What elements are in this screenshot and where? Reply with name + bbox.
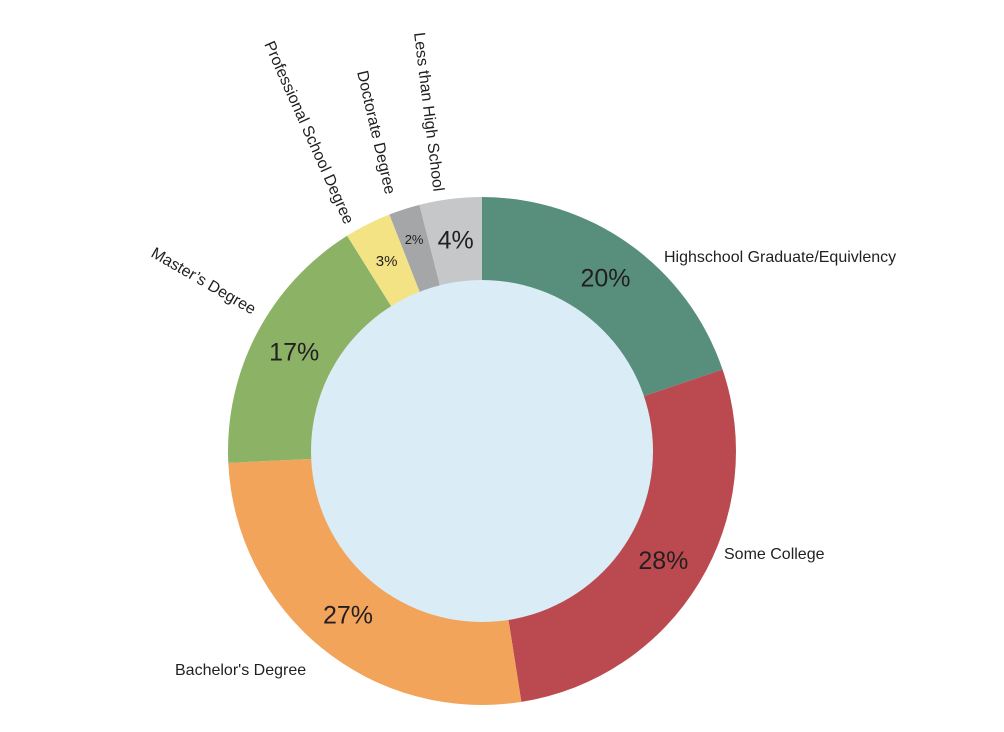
category-label-bachelor-s-degree: Bachelor's Degree [175,662,306,679]
category-label-some-college: Some College [724,546,825,563]
value-label-doctorate-degree: 2% [405,232,424,247]
category-label-professional-school-degree: Professional School Degree [260,39,356,227]
value-label-some-college: 28% [638,547,688,575]
value-label-master-s-degree: 17% [269,339,319,367]
value-label-bachelor-s-degree: 27% [323,601,373,629]
category-label-doctorate-degree: Doctorate Degree [353,69,398,196]
value-label-professional-school-degree: 3% [376,253,398,270]
category-label-less-than-high-school: Less than High School [410,31,446,192]
category-label-highschool-graduate-equivlency: Highschool Graduate/Equivlency [664,249,896,266]
value-label-highschool-graduate-equivlency: 20% [580,265,630,293]
value-label-less-than-high-school: 4% [438,227,474,255]
category-label-master-s-degree: Master’s Degree [148,245,259,319]
value-labels: 20% 28% 27% 17% 3% 2% 4% [269,227,688,630]
donut-center [311,280,653,622]
